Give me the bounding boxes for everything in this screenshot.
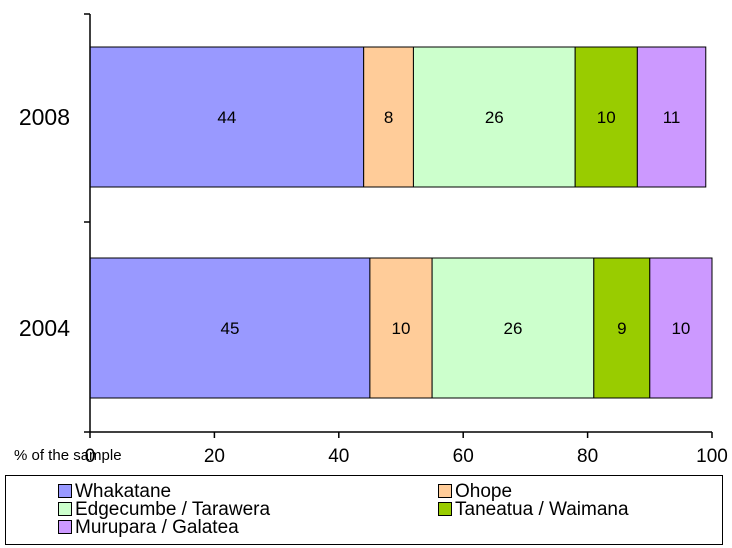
bar-2004-whakatane <box>89 257 371 399</box>
x-tick-label: 40 <box>328 446 349 467</box>
legend-label: Edgecumbe / Tarawera <box>75 499 271 520</box>
data-label: 10 <box>392 319 411 338</box>
data-label: 8 <box>384 108 393 127</box>
value-labels-layer: 44 8 26 10 11 45 10 26 9 10 <box>217 108 690 338</box>
bar-2008-whakatane <box>89 46 365 188</box>
bar-2004-taneatua-waimana <box>593 257 651 399</box>
data-label: 26 <box>503 319 522 338</box>
legend-item: Taneatua / Waimana <box>438 499 629 520</box>
legend-swatch <box>58 520 72 534</box>
bar-2004-ohope <box>369 257 433 399</box>
legend-label: Whakatane <box>75 481 172 502</box>
data-label: 44 <box>217 108 236 127</box>
legend-label: Taneatua / Waimana <box>455 499 629 520</box>
stacked-bar-chart: 44 8 26 10 11 45 10 26 9 10 2008 2004 0 20 40 60 80 100 <box>19 13 728 467</box>
bar-2004-murupara-galatea <box>649 257 713 399</box>
data-label: 11 <box>663 108 681 127</box>
legend-label: Murupara / Galatea <box>75 517 239 538</box>
category-label: 2004 <box>19 315 70 341</box>
x-axis-label: % of the sample <box>14 447 122 464</box>
legend-swatch <box>58 502 72 516</box>
legend-swatch <box>58 484 72 498</box>
bars-layer <box>89 46 713 399</box>
legend-swatch <box>438 502 452 516</box>
x-tick-label: 20 <box>204 446 225 467</box>
bar-2008-taneatua-waimana <box>574 46 638 188</box>
legend: Whakatane Ohope Edgecumbe / Tarawera Taneat… <box>5 475 723 545</box>
legend-item: Edgecumbe / Tarawera <box>58 499 271 520</box>
x-tick-label: 60 <box>453 446 474 467</box>
x-tick-label: 100 <box>696 446 728 467</box>
x-tick-label: 0 <box>85 446 96 467</box>
x-tick-label: 80 <box>577 446 598 467</box>
legend-item: Ohope <box>438 481 513 502</box>
axes-layer: 2008 2004 0 20 40 60 80 100 <box>19 13 728 467</box>
legend-label: Ohope <box>455 481 513 502</box>
bar-2008-ohope <box>363 46 414 188</box>
legend-item: Whakatane <box>58 481 172 502</box>
data-label: 26 <box>485 108 504 127</box>
legend-item: Murupara / Galatea <box>58 517 239 538</box>
data-label: 10 <box>597 108 616 127</box>
legend-swatch <box>438 484 452 498</box>
data-label: 9 <box>617 319 626 338</box>
category-label: 2008 <box>19 104 70 130</box>
data-label: 45 <box>220 319 239 338</box>
bar-2008-edgecumbe-tarawera <box>412 46 576 188</box>
data-label: 10 <box>671 319 690 338</box>
bar-2004-edgecumbe-tarawera <box>431 257 595 399</box>
bar-2008-murupara-galatea <box>636 46 707 188</box>
